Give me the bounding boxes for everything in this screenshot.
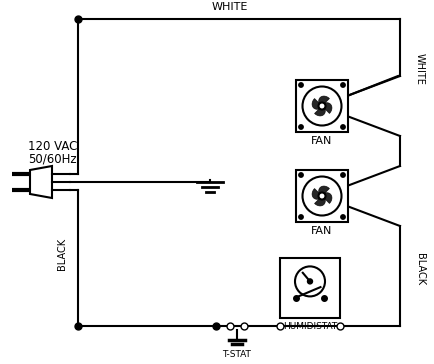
Circle shape (319, 103, 326, 110)
Polygon shape (315, 105, 326, 116)
Text: 50/60Hz: 50/60Hz (28, 153, 77, 166)
Text: FAN: FAN (311, 136, 333, 146)
Text: FAN: FAN (311, 226, 333, 236)
Polygon shape (319, 96, 329, 107)
Bar (280, 258, 340, 318)
Circle shape (302, 177, 342, 215)
Polygon shape (315, 195, 326, 206)
Text: BLACK: BLACK (57, 238, 67, 270)
Circle shape (341, 83, 345, 87)
Bar (296, 170, 348, 222)
Circle shape (299, 83, 303, 87)
Polygon shape (321, 103, 332, 114)
Polygon shape (30, 166, 52, 198)
Text: 120 VAC: 120 VAC (28, 139, 77, 153)
Circle shape (341, 173, 345, 177)
Text: WHITE: WHITE (415, 53, 425, 85)
Polygon shape (312, 189, 323, 199)
Circle shape (341, 215, 345, 219)
Circle shape (299, 215, 303, 219)
Polygon shape (319, 186, 329, 197)
Circle shape (295, 266, 325, 296)
Circle shape (299, 125, 303, 129)
Circle shape (319, 193, 326, 199)
Circle shape (341, 125, 345, 129)
Circle shape (302, 87, 342, 126)
Circle shape (299, 173, 303, 177)
Circle shape (308, 279, 312, 284)
Text: HUMIDISTAT: HUMIDISTAT (283, 322, 337, 331)
Text: T-STAT: T-STAT (223, 350, 251, 359)
Polygon shape (312, 99, 323, 109)
Polygon shape (321, 193, 332, 203)
Bar (296, 80, 348, 132)
Text: BLACK: BLACK (415, 253, 425, 285)
Text: WHITE: WHITE (212, 2, 248, 12)
